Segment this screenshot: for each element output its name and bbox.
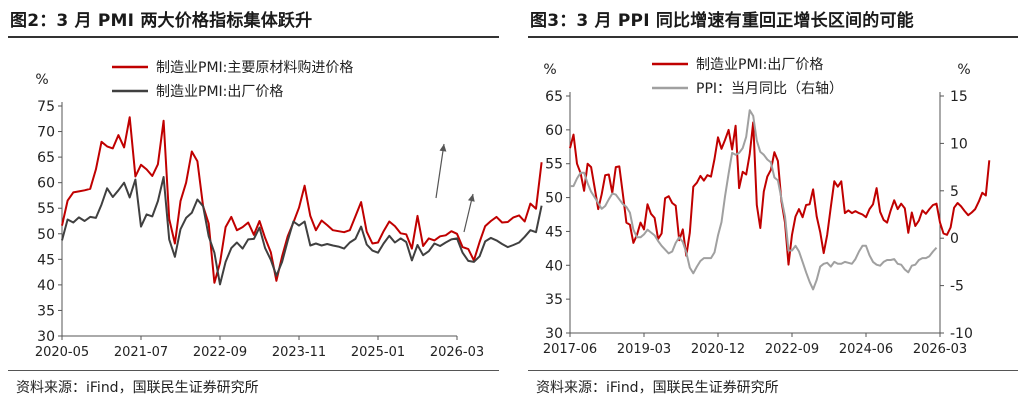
x-tick-label: 2026-03 [913,342,967,357]
y-axis-unit: % [35,72,48,88]
x-tick-label: 2019-03 [617,342,671,357]
y-axis-unit: % [543,62,556,78]
legend-label-1: 制造业PMI:主要原材料购进价格 [156,60,353,76]
y2-tick-label: -5 [950,279,964,295]
source-rule [8,370,499,371]
y-tick-label: 55 [545,157,563,173]
y-tick-label: 45 [37,252,55,268]
series-line-1 [61,116,543,284]
title-rule [8,36,499,38]
y-tick-label: 70 [37,125,55,141]
x-tick-label: 2017-06 [543,342,597,357]
x-tick-label: 2020-12 [691,342,745,357]
x-tick-label: 2023-11 [272,345,326,360]
annotation-arrow-input-head [439,144,447,152]
title-rule [528,36,1018,38]
chart-title: 图3：3 月 PPI 同比增速有重回正增长区间的可能 [530,11,914,31]
y-tick-label: 65 [37,150,55,166]
x-tick-label: 2021-07 [114,345,168,360]
y2-tick-label: -10 [950,326,973,342]
series-line-2 [61,176,543,286]
y-tick-label: 35 [37,303,55,319]
series-line-2 [570,109,938,291]
y-tick-label: 35 [545,292,563,308]
y-tick-label: 60 [545,123,563,139]
y2-tick-label: 0 [950,231,959,247]
y2-axis-unit: % [957,62,970,78]
legend-label-2: 制造业PMI:出厂价格 [156,84,283,100]
y-tick-label: 40 [37,278,55,294]
y2-tick-label: 5 [950,184,959,200]
y-tick-label: 40 [545,258,563,274]
pmi-price-chart: 30 35 40 45 50 55 60 65 70 75% 2020-05 2021-07 2022-… [35,60,543,360]
ppi-chart: 30 35 40 45 50 55 60 65% -10 -5 0 5 10 15% 2017-06 2019… [543,57,991,357]
y-tick-label: 65 [545,89,563,105]
x-tick-label: 2025-01 [351,345,405,360]
legend-label-1: 制造业PMI:出厂价格 [696,57,823,73]
x-tick-label: 2022-09 [193,345,247,360]
x-tick-label: 2020-05 [35,345,89,360]
y-tick-label: 50 [37,227,55,243]
chart-panel-right: 图3：3 月 PPI 同比增速有重回正增长区间的可能 30 35 40 45 50 55 6… [520,0,1024,407]
y2-tick-label: 15 [950,89,968,105]
source-rule [528,370,1018,371]
y-tick-label: 30 [545,326,563,342]
y-tick-label: 50 [545,191,563,207]
annotation-arrow-input [435,143,445,199]
y2-tick-label: 10 [950,136,968,152]
x-tick-label: 2022-09 [765,342,819,357]
legend-label-2: PPI：当月同比（右轴） [696,81,843,97]
y-tick-label: 55 [37,201,55,217]
source-note: 资料来源：iFind，国联民生证券研究所 [16,380,259,396]
y-tick-label: 75 [37,99,55,115]
chart-title: 图2：3 月 PMI 两大价格指标集体跃升 [10,11,313,31]
source-note: 资料来源：iFind，国联民生证券研究所 [536,380,779,396]
x-tick-label: 2026-03 [430,345,484,360]
series-line-1 [569,121,991,266]
y-tick-label: 60 [37,176,55,192]
y-tick-label: 45 [545,224,563,240]
annotation-arrow-output-head [467,194,475,202]
x-tick-label: 2024-06 [839,342,893,357]
y-tick-label: 30 [37,329,55,345]
chart-panel-left: 图2：3 月 PMI 两大价格指标集体跃升 30 35 40 45 50 55 60 65 70… [0,0,543,407]
